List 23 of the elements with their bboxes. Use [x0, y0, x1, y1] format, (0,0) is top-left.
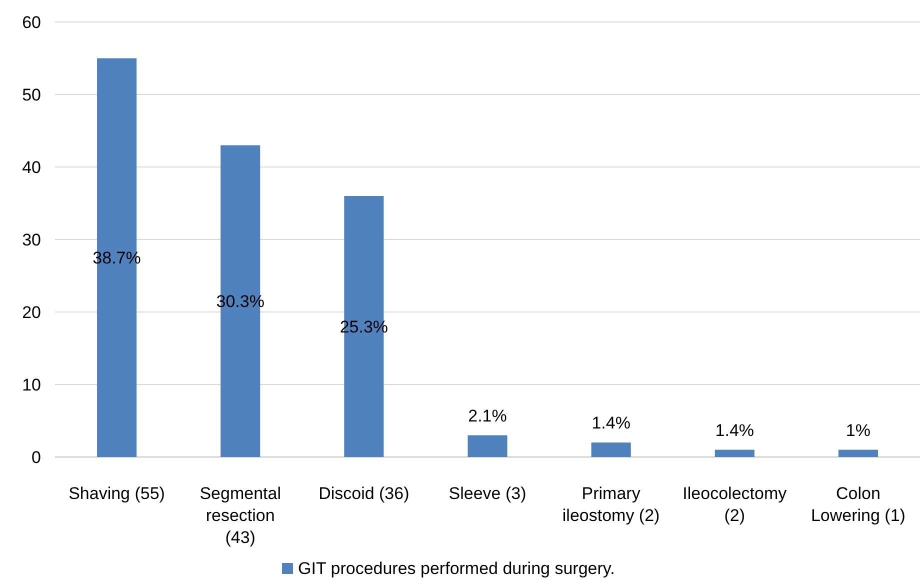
- x-tick-label: Primary ileostomy (2): [562, 484, 660, 525]
- annotation: 1.4%: [592, 414, 630, 432]
- x-tick-label: Segmental resection (43): [200, 484, 281, 547]
- bar: [838, 450, 878, 457]
- bar: [591, 442, 631, 457]
- y-tick-label: 30: [22, 230, 41, 250]
- y-tick-label: 0: [32, 448, 41, 467]
- x-tick-label: Discoid (36): [318, 484, 410, 503]
- bar: [714, 450, 754, 457]
- annotation: 2.1%: [468, 406, 507, 426]
- y-tick-label: 60: [22, 13, 41, 32]
- bar: [468, 435, 508, 457]
- annotation: 1.4%: [715, 420, 754, 440]
- x-tick-label: Shaving (55): [68, 484, 165, 503]
- y-tick-label: 40: [22, 158, 41, 177]
- x-tick-label: Colon Lowering (1): [810, 484, 906, 525]
- y-tick-label: 50: [22, 86, 41, 104]
- y-tick-label: 20: [22, 303, 41, 322]
- y-tick-label: 10: [22, 376, 41, 394]
- legend-label: GIT procedures performed during surgery.: [298, 559, 615, 578]
- x-tick-label: Ileocolectomy (2): [682, 484, 788, 525]
- annotation: 1%: [846, 420, 871, 440]
- x-tick-label: Sleeve (3): [448, 484, 526, 503]
